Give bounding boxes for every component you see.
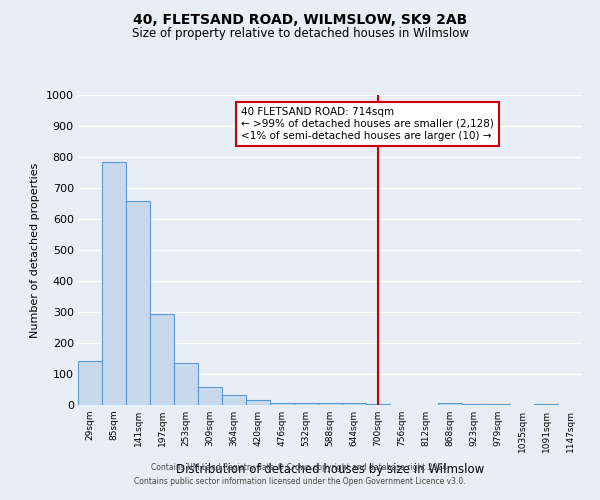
Text: Size of property relative to detached houses in Wilmslow: Size of property relative to detached ho… bbox=[131, 28, 469, 40]
Bar bbox=[198, 388, 222, 405]
Bar bbox=[342, 404, 366, 405]
Y-axis label: Number of detached properties: Number of detached properties bbox=[30, 162, 40, 338]
Bar bbox=[126, 200, 150, 405]
X-axis label: Distribution of detached houses by size in Wilmslow: Distribution of detached houses by size … bbox=[176, 463, 484, 476]
Bar bbox=[486, 404, 510, 405]
Bar bbox=[438, 404, 462, 405]
Bar bbox=[294, 404, 318, 405]
Bar bbox=[102, 162, 126, 405]
Bar bbox=[246, 400, 270, 405]
Bar bbox=[366, 404, 390, 405]
Bar bbox=[78, 360, 102, 405]
Text: Contains public sector information licensed under the Open Government Licence v3: Contains public sector information licen… bbox=[134, 477, 466, 486]
Bar bbox=[318, 404, 342, 405]
Bar bbox=[534, 404, 558, 405]
Bar bbox=[174, 363, 198, 405]
Text: Contains HM Land Registry data © Crown copyright and database right 2024.: Contains HM Land Registry data © Crown c… bbox=[151, 464, 449, 472]
Bar bbox=[150, 314, 174, 405]
Bar bbox=[222, 395, 246, 405]
Bar bbox=[462, 404, 486, 405]
Text: 40 FLETSAND ROAD: 714sqm
← >99% of detached houses are smaller (2,128)
<1% of se: 40 FLETSAND ROAD: 714sqm ← >99% of detac… bbox=[241, 108, 494, 140]
Text: 40, FLETSAND ROAD, WILMSLOW, SK9 2AB: 40, FLETSAND ROAD, WILMSLOW, SK9 2AB bbox=[133, 12, 467, 26]
Bar bbox=[270, 402, 294, 405]
